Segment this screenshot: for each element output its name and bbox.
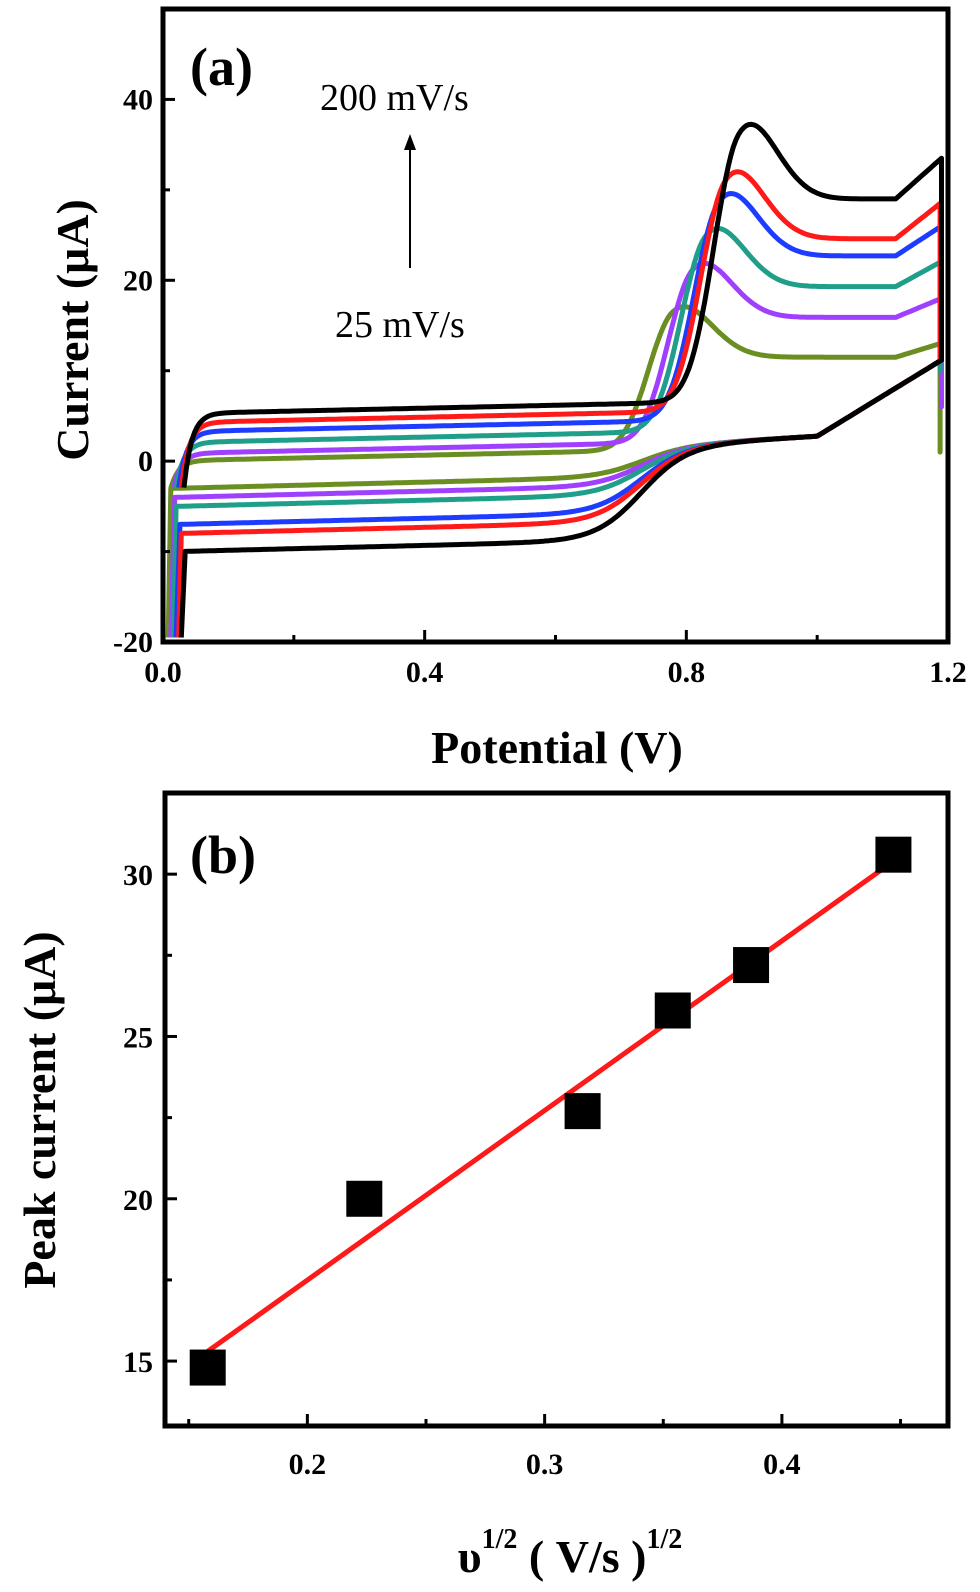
panel-label-a: (a) bbox=[190, 37, 253, 97]
plot-frame-b bbox=[162, 790, 951, 1429]
cv-series-line bbox=[171, 225, 943, 638]
data-point bbox=[564, 1093, 601, 1130]
x-label-b-base: υ bbox=[458, 1531, 482, 1582]
y-tick-label-a: 40 bbox=[123, 83, 153, 116]
x-label-b-exp: 1/2 bbox=[482, 1524, 518, 1555]
x-tick-label-a: 0.4 bbox=[406, 656, 444, 689]
y-axis-label-b: Peak current (μA) bbox=[14, 931, 65, 1288]
cv-series-line bbox=[165, 304, 943, 638]
scan-rate-arrow bbox=[404, 134, 416, 268]
data-point bbox=[654, 992, 691, 1029]
y-tick-label-a: 20 bbox=[123, 264, 153, 297]
y-tick-label-b: 15 bbox=[123, 1346, 153, 1379]
x-label-b-exp2: 1/2 bbox=[646, 1524, 682, 1555]
scatter-points bbox=[189, 836, 912, 1386]
axis-ticks-b: 0.2 0.3 0.4 15 20 25 30 bbox=[123, 859, 903, 1481]
x-label-b-mid: ( V/s ) bbox=[517, 1531, 646, 1582]
panel-label-b: (b) bbox=[190, 825, 256, 885]
x-tick-label-b: 0.3 bbox=[526, 1448, 564, 1481]
cyclic-voltammogram-panel: 0.0 0.4 0.8 1.2 -20 0 20 40 (a) 200 mV/s 25 mV/… bbox=[47, 6, 967, 773]
annotation-low-rate: 25 mV/s bbox=[335, 304, 465, 346]
x-tick-label-a: 0.0 bbox=[144, 656, 182, 689]
y-tick-label-a: -20 bbox=[113, 626, 153, 659]
x-tick-label-a: 1.2 bbox=[929, 656, 967, 689]
data-point bbox=[875, 836, 912, 873]
data-point bbox=[733, 947, 770, 984]
y-axis-label-a: Current (μA) bbox=[47, 199, 98, 461]
y-tick-label-a: 0 bbox=[138, 445, 153, 478]
y-tick-label-b: 25 bbox=[123, 1021, 153, 1054]
x-axis-label-a: Potential (V) bbox=[431, 722, 683, 773]
x-tick-label-b: 0.4 bbox=[763, 1448, 801, 1481]
x-tick-label-b: 0.2 bbox=[289, 1448, 327, 1481]
axis-ticks-a: 0.0 0.4 0.8 1.2 -20 0 20 40 bbox=[113, 83, 967, 689]
linear-fit-line bbox=[206, 859, 895, 1354]
cv-curves bbox=[165, 121, 944, 638]
x-tick-label-a: 0.8 bbox=[668, 656, 706, 689]
y-tick-label-b: 30 bbox=[123, 859, 153, 892]
cv-series-line bbox=[168, 260, 944, 638]
data-point bbox=[346, 1180, 383, 1217]
y-tick-label-b: 20 bbox=[123, 1184, 153, 1217]
data-point bbox=[189, 1349, 226, 1386]
annotation-high-rate: 200 mV/s bbox=[320, 77, 469, 119]
cv-series-line bbox=[178, 121, 944, 638]
x-axis-label-b: υ1/2 ( V/s )1/2 bbox=[458, 1524, 683, 1582]
